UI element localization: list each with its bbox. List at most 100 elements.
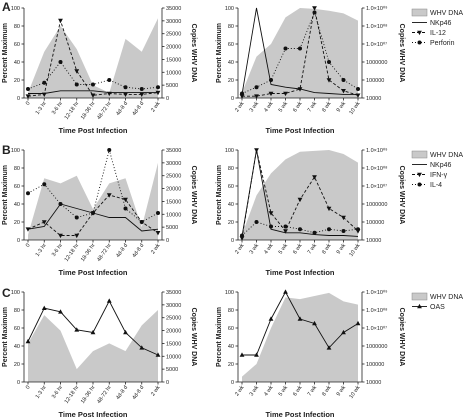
y-axis-title-right: Copies WHV DNA <box>190 24 197 83</box>
tick-label-right: 5000 <box>166 83 178 89</box>
tick-label-x: 2 wk <box>150 243 162 256</box>
tick-label-x: 3-6 hr <box>51 243 64 258</box>
tick-label-x: 4 wk <box>263 101 275 114</box>
tick-label-right: 1.0×10⁰⁹ <box>366 5 388 12</box>
tick-label-x: 1-3 hr <box>35 385 48 400</box>
tick-label-x: 10 wk <box>348 101 361 116</box>
point-perforin <box>327 60 331 64</box>
x-axis-title: Time Post Infection <box>58 126 127 135</box>
panel-letter-b: B <box>2 143 11 157</box>
point-ifn- <box>41 220 47 225</box>
tick-label-right: 5000 <box>166 225 178 231</box>
tick-label-right: 20000 <box>166 45 181 51</box>
point-oas <box>123 329 128 335</box>
tick-label-x: 48-72 hr <box>96 243 113 263</box>
point-il-4 <box>107 148 112 152</box>
tick-label-x: 2 wk <box>150 101 162 114</box>
tick-label-x: 5 wk <box>278 243 290 256</box>
tick-label-x: 18-36 hr <box>80 243 97 263</box>
point-oas <box>254 352 259 357</box>
tick-label-left: 100 <box>11 290 20 296</box>
point-il-4 <box>356 227 360 232</box>
tick-label-left: 100 <box>11 6 20 12</box>
point-ifn- <box>155 231 161 236</box>
area-whv-dna <box>28 162 158 240</box>
tick-label-x: 4d-8 d <box>115 385 129 401</box>
point-il-12 <box>139 92 145 97</box>
tick-label-x: 6 wk <box>292 243 304 256</box>
tick-label-right: 1.0×10⁰⁸ <box>366 23 388 30</box>
point-ifn- <box>123 197 128 203</box>
tick-label-right: 30000 <box>166 161 181 167</box>
tick-label-x: 4d-8 d <box>132 101 146 117</box>
legend-swatch-area <box>411 8 428 17</box>
point-ifn- <box>239 236 245 241</box>
legend-row-a: WHV DNA NKp46 IL-12 Perforin <box>411 8 463 47</box>
point-ifn- <box>106 193 112 198</box>
tick-label-left: 0 <box>17 96 20 102</box>
point-il-12 <box>74 69 80 74</box>
tick-label-x: 12-18 hr <box>64 385 81 405</box>
area-whv-dna <box>28 18 158 99</box>
tick-label-left: 20 <box>228 362 234 368</box>
point-oas <box>155 352 161 357</box>
tick-label-right: 100000 <box>366 362 384 368</box>
point-il-4 <box>341 229 346 233</box>
x-axis-title: Time Post Infection <box>265 410 334 418</box>
point-ifn- <box>58 233 63 239</box>
tick-label-right: 1000000 <box>366 344 387 350</box>
tick-label-left: 80 <box>228 24 234 30</box>
tick-label-x: 5 wk <box>278 385 290 398</box>
point-perforin <box>123 85 128 90</box>
point-il-4 <box>123 206 128 211</box>
tick-label-left: 40 <box>14 202 20 208</box>
point-il-12 <box>155 90 161 96</box>
panel-c-left: 0 20 40 60 80 100 0 5000 10000 15000 20000 25000 300… <box>2 290 197 418</box>
x-axis-title: Time Post Infection <box>58 268 127 277</box>
tick-label-x: 1-3 hr <box>35 243 48 258</box>
tick-label-right: 15000 <box>166 199 181 205</box>
tick-label-x: 10 wk <box>348 243 361 258</box>
point-perforin <box>107 78 112 82</box>
point-perforin <box>312 10 317 15</box>
series-line-il-4 <box>241 221 359 236</box>
point-il-4 <box>74 215 79 220</box>
tick-label-x: 4 wk <box>263 243 275 256</box>
area-whv-dna <box>242 150 358 240</box>
tick-label-x: 12-18 hr <box>64 101 81 121</box>
y-axis-title-right: Copies WHV DNA <box>398 24 405 83</box>
tick-label-right: 30000 <box>166 19 181 25</box>
tick-label-right: 1.0×10⁰⁷ <box>366 41 387 48</box>
tick-label-x: 7 wk <box>307 101 319 114</box>
tick-label-right: 30000 <box>166 303 181 309</box>
tick-label-left: 40 <box>14 60 20 66</box>
point-oas <box>355 320 361 326</box>
tick-label-left: 0 <box>231 96 234 102</box>
legend-label: IL-12 <box>430 30 446 37</box>
point-ifn- <box>297 197 303 203</box>
point-oas <box>90 329 96 335</box>
legend-swatch-area <box>411 150 428 159</box>
tick-label-left: 40 <box>228 202 234 208</box>
tick-label-x: 2 wk <box>234 385 246 398</box>
legend-swatch-area <box>411 292 428 301</box>
point-perforin <box>356 87 360 91</box>
tick-label-x: 12-18 hr <box>64 243 81 263</box>
tick-label-right: 100000 <box>366 220 384 226</box>
panel-letter-c: C <box>2 286 11 300</box>
point-perforin <box>74 82 79 87</box>
tick-label-left: 0 <box>17 380 20 386</box>
point-oas <box>58 309 63 314</box>
tick-label-x: 2 wk <box>234 101 246 114</box>
point-perforin <box>254 85 259 90</box>
tick-label-right: 10000 <box>366 380 381 386</box>
series-line-il-12 <box>27 18 159 97</box>
point-ifn- <box>74 233 80 239</box>
y-axis-title-right: Copies WHV DNA <box>398 166 405 225</box>
point-il-12 <box>106 91 112 97</box>
panel-b-right: 0 20 40 60 80 100 10000 100000 1000000 1.0×10⁰⁷ 1.… <box>216 147 405 277</box>
tick-label-x: 6 wk <box>292 101 304 114</box>
tick-label-x: 6 wk <box>292 385 304 398</box>
tick-label-left: 20 <box>228 78 234 84</box>
y-axis-title-right: Copies WHV DNA <box>190 166 197 225</box>
